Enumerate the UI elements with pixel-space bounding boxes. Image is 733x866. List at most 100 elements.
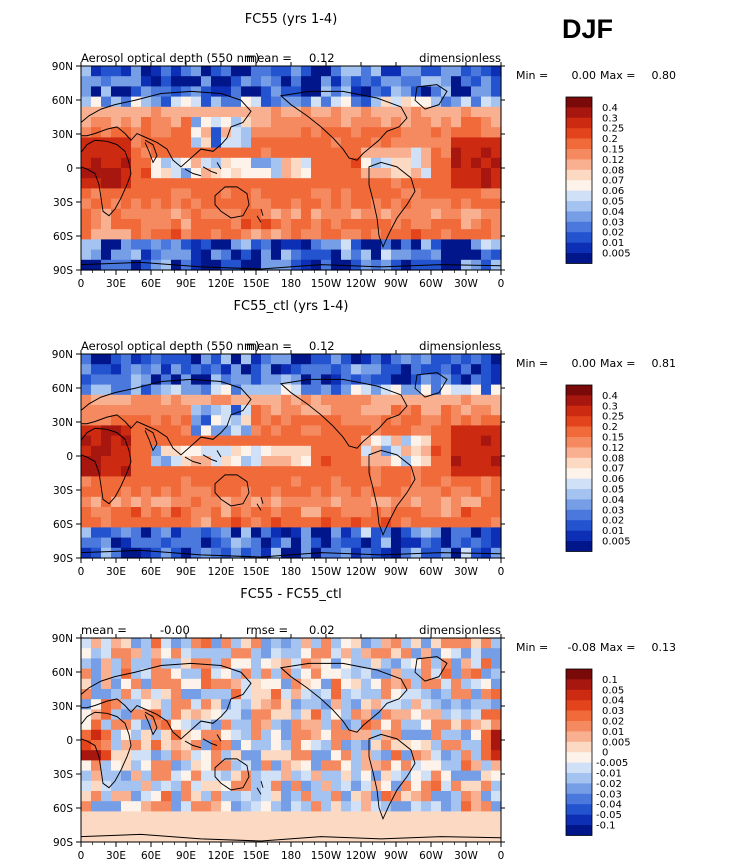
field-cell (401, 456, 412, 467)
x-tick-label: 150W (311, 850, 342, 862)
field-cell (101, 137, 112, 149)
field-cell (431, 801, 442, 812)
field-cell (461, 394, 472, 406)
field-cell (231, 229, 242, 240)
field-cell (81, 517, 92, 528)
field-cell (351, 66, 362, 77)
field-cell (271, 729, 282, 741)
field-cell (191, 466, 202, 477)
field-cell (441, 364, 452, 375)
field-cell (411, 476, 422, 488)
field-cell (161, 507, 172, 518)
field-cell (151, 527, 162, 539)
field-cell (391, 821, 402, 833)
field-cell (311, 96, 322, 108)
field-cell (201, 719, 212, 731)
field-cell (101, 699, 112, 710)
field-cell (271, 719, 282, 731)
legend-label: 0.01 (602, 727, 624, 738)
field-cell (381, 405, 392, 416)
field-cell (101, 117, 112, 128)
field-cell (211, 476, 222, 488)
field-cell (341, 466, 352, 477)
field-cell (241, 445, 252, 457)
field-cell (111, 415, 122, 426)
field-cell (291, 821, 302, 833)
field-cell (441, 740, 452, 751)
field-cell (351, 374, 362, 386)
field-cell (81, 507, 92, 518)
field-cell (251, 466, 262, 477)
x-tick-label: 30W (454, 278, 478, 290)
field-cell (271, 547, 282, 559)
field-cell (331, 147, 342, 159)
field-cell (171, 425, 182, 437)
field-cell (331, 425, 342, 437)
field-cell (191, 208, 202, 220)
field-cell (281, 648, 292, 659)
field-cell (491, 638, 502, 649)
field-cell (391, 648, 402, 659)
field-cell (341, 157, 352, 169)
field-cell (181, 831, 192, 843)
field-cell (211, 668, 222, 680)
field-cell (401, 106, 412, 118)
field-cell (481, 188, 492, 200)
legend-swatch (566, 468, 592, 479)
field-cell (281, 801, 292, 812)
field-cell (411, 801, 422, 812)
field-cell (171, 668, 182, 680)
field-cell (311, 394, 322, 406)
field-cell (481, 384, 492, 396)
field-cell (241, 750, 252, 761)
field-cell (461, 668, 472, 680)
field-cell (281, 750, 292, 761)
field-cell (101, 456, 112, 467)
field-cell (81, 229, 92, 240)
field-cell (221, 476, 232, 488)
field-cell (261, 66, 272, 77)
field-cell (301, 229, 312, 240)
legend-label: -0.02 (596, 779, 622, 790)
panel-title: FC55 - FC55_ctl (240, 587, 342, 602)
field-cell (141, 435, 152, 447)
field-cell (201, 476, 212, 488)
field-cell (381, 157, 392, 169)
field-cell (181, 547, 192, 559)
field-cell (201, 66, 212, 77)
field-cell (221, 178, 232, 189)
field-cell (101, 740, 112, 751)
field-cell (401, 66, 412, 77)
field-cell (301, 689, 312, 700)
field-cell (471, 76, 482, 87)
field-cell (331, 178, 342, 189)
field-cell (221, 394, 232, 406)
field-cell (101, 821, 112, 833)
field-cell (151, 364, 162, 375)
field-cell (181, 117, 192, 128)
field-cell (141, 780, 152, 792)
field-cell (201, 198, 212, 210)
field-cell (81, 157, 92, 169)
field-cell (311, 66, 322, 77)
field-cell (291, 96, 302, 108)
field-cell (191, 96, 202, 108)
legend-label: 0.08 (602, 453, 624, 464)
field-cell (181, 811, 192, 823)
field-cell (351, 106, 362, 118)
field-cell (231, 354, 242, 365)
field-cell (271, 780, 282, 792)
field-cell (251, 219, 262, 230)
field-cell (221, 709, 232, 721)
field-cell (451, 198, 462, 210)
y-tick-label: 30N (52, 417, 73, 429)
field-cell (301, 425, 312, 437)
field-cell (211, 699, 222, 710)
field-cell (301, 137, 312, 149)
y-tick-label: 30N (52, 129, 73, 141)
field-cell (371, 507, 382, 518)
field-cell (271, 456, 282, 467)
field-cell (471, 821, 482, 833)
field-cell (241, 821, 252, 833)
field-cell (401, 76, 412, 87)
